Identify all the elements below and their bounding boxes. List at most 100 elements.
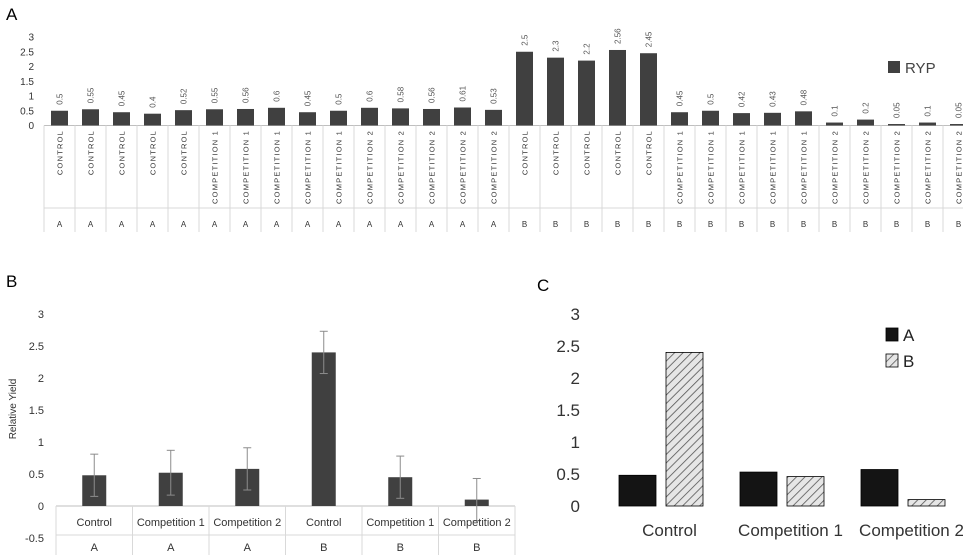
- bar: [454, 107, 471, 126]
- bar: [268, 107, 285, 126]
- group-label: B: [801, 220, 806, 229]
- group-label: B: [894, 220, 899, 229]
- group-label: B: [832, 220, 837, 229]
- group-label: B: [863, 220, 868, 229]
- bar: [113, 112, 130, 126]
- legend-label-ryp: RYP: [905, 60, 936, 77]
- data-label: 0.61: [459, 85, 468, 101]
- category-label: COMPETITION 1: [211, 130, 220, 204]
- group-label: A: [491, 220, 497, 229]
- category-label: CONTROL: [149, 130, 158, 175]
- category-label: CONTROL: [180, 130, 189, 175]
- data-label: 0.56: [242, 87, 251, 103]
- category-label: COMPETITION 2: [366, 130, 375, 204]
- category-label: CONTROL: [645, 130, 654, 175]
- group-label: A: [212, 220, 218, 229]
- group-label: B: [615, 220, 620, 229]
- y-tick-label: 0: [28, 121, 34, 132]
- data-label: 0.5: [335, 93, 344, 105]
- bar: [578, 60, 595, 126]
- bar: [919, 122, 936, 126]
- legend-swatch-b: [885, 353, 899, 368]
- category-label: COMPETITION 2: [459, 130, 468, 204]
- group-label: B: [925, 220, 930, 229]
- bar-series-b: [786, 476, 825, 507]
- bar: [82, 109, 99, 126]
- bar-series-b: [665, 351, 704, 507]
- y-tick-label: 2.5: [556, 337, 580, 356]
- y-tick-label: 1: [571, 433, 580, 452]
- bar: [764, 112, 781, 126]
- bar: [671, 112, 688, 126]
- bar: [299, 112, 316, 126]
- group-label: A: [367, 220, 373, 229]
- category-label: COMPETITION 2: [428, 130, 437, 204]
- panel-a-legend: RYP: [888, 60, 936, 77]
- category-label: Control: [306, 517, 341, 529]
- group-label: A: [181, 220, 187, 229]
- category-label: COMPETITION 2: [831, 130, 840, 204]
- panel-c: C 0 0.5 1 1.5 2 2.5 3 Control Competition 1 Comp…: [537, 276, 963, 540]
- panel-b-category-labels: Control A Competition 1 A Competition 2 A Cont…: [77, 517, 511, 554]
- group-label: B: [522, 220, 527, 229]
- group-label: A: [336, 220, 342, 229]
- panel-b-bars: [82, 352, 489, 506]
- category-label: COMPETITION 2: [862, 130, 871, 204]
- bar: [795, 111, 812, 126]
- bar: [330, 110, 347, 126]
- data-label: 0.6: [366, 90, 375, 102]
- category-label: COMPETITION 1: [304, 130, 313, 204]
- bar: [311, 352, 336, 506]
- y-tick-label: 1: [38, 437, 44, 449]
- category-label: Competition 1: [137, 517, 205, 529]
- category-label: Competition 2: [859, 521, 963, 540]
- data-label: 2.2: [583, 43, 592, 55]
- panel-a-data-labels: 0.5 0.55 0.45 0.4 0.52 0.55 0.56 0.6 0.45 0.5 0.6 0…: [56, 28, 963, 118]
- y-tick-label: 0.5: [556, 465, 580, 484]
- data-label: 0.05: [955, 102, 963, 118]
- group-label: B: [708, 220, 713, 229]
- data-label: 0.5: [56, 93, 65, 105]
- y-tick-label: 1.5: [20, 77, 34, 88]
- category-label: COMPETITION 2: [893, 130, 902, 204]
- bar: [888, 124, 905, 126]
- y-tick-label: 0: [571, 497, 580, 516]
- y-tick-label: 3: [38, 309, 44, 321]
- data-label: 0.45: [118, 90, 127, 106]
- panel-b-grid: [55, 505, 516, 555]
- data-label: 0.05: [893, 102, 902, 118]
- data-label: 0.53: [490, 88, 499, 104]
- category-label: CONTROL: [56, 130, 65, 175]
- bar: [423, 108, 440, 126]
- legend-label-b: B: [903, 352, 914, 371]
- data-label: 0.48: [800, 89, 809, 105]
- bar: [392, 108, 409, 126]
- data-label: 0.6: [273, 90, 282, 102]
- bar: [857, 119, 874, 126]
- y-tick-label: 2.5: [20, 47, 34, 58]
- bar: [516, 51, 533, 126]
- category-label: CONTROL: [583, 130, 592, 175]
- panel-a-y-ticks: 0 0.5 1 1.5 2 2.5 3: [20, 33, 34, 133]
- group-label: A: [460, 220, 466, 229]
- data-label: 0.43: [769, 91, 778, 107]
- bar: [361, 107, 378, 126]
- y-tick-label: -0.5: [25, 533, 44, 545]
- bar: [826, 122, 843, 126]
- category-label: Competition 1: [738, 521, 843, 540]
- bar: [485, 109, 502, 126]
- panel-b-letter: B: [6, 272, 17, 291]
- bar: [702, 110, 719, 126]
- data-label: 0.56: [428, 87, 437, 103]
- category-label: COMPETITION 1: [800, 130, 809, 204]
- y-tick-label: 3: [571, 305, 580, 324]
- category-label: Control: [77, 517, 112, 529]
- panel-c-legend: A B: [885, 326, 915, 371]
- group-label: A: [88, 220, 94, 229]
- data-label: 0.58: [397, 86, 406, 102]
- bar: [175, 110, 192, 126]
- category-label: CONTROL: [87, 130, 96, 175]
- category-label: COMPETITION 1: [707, 130, 716, 204]
- panel-c-category-labels: Control Competition 1 Competition 2: [642, 521, 963, 540]
- group-label: B: [739, 220, 744, 229]
